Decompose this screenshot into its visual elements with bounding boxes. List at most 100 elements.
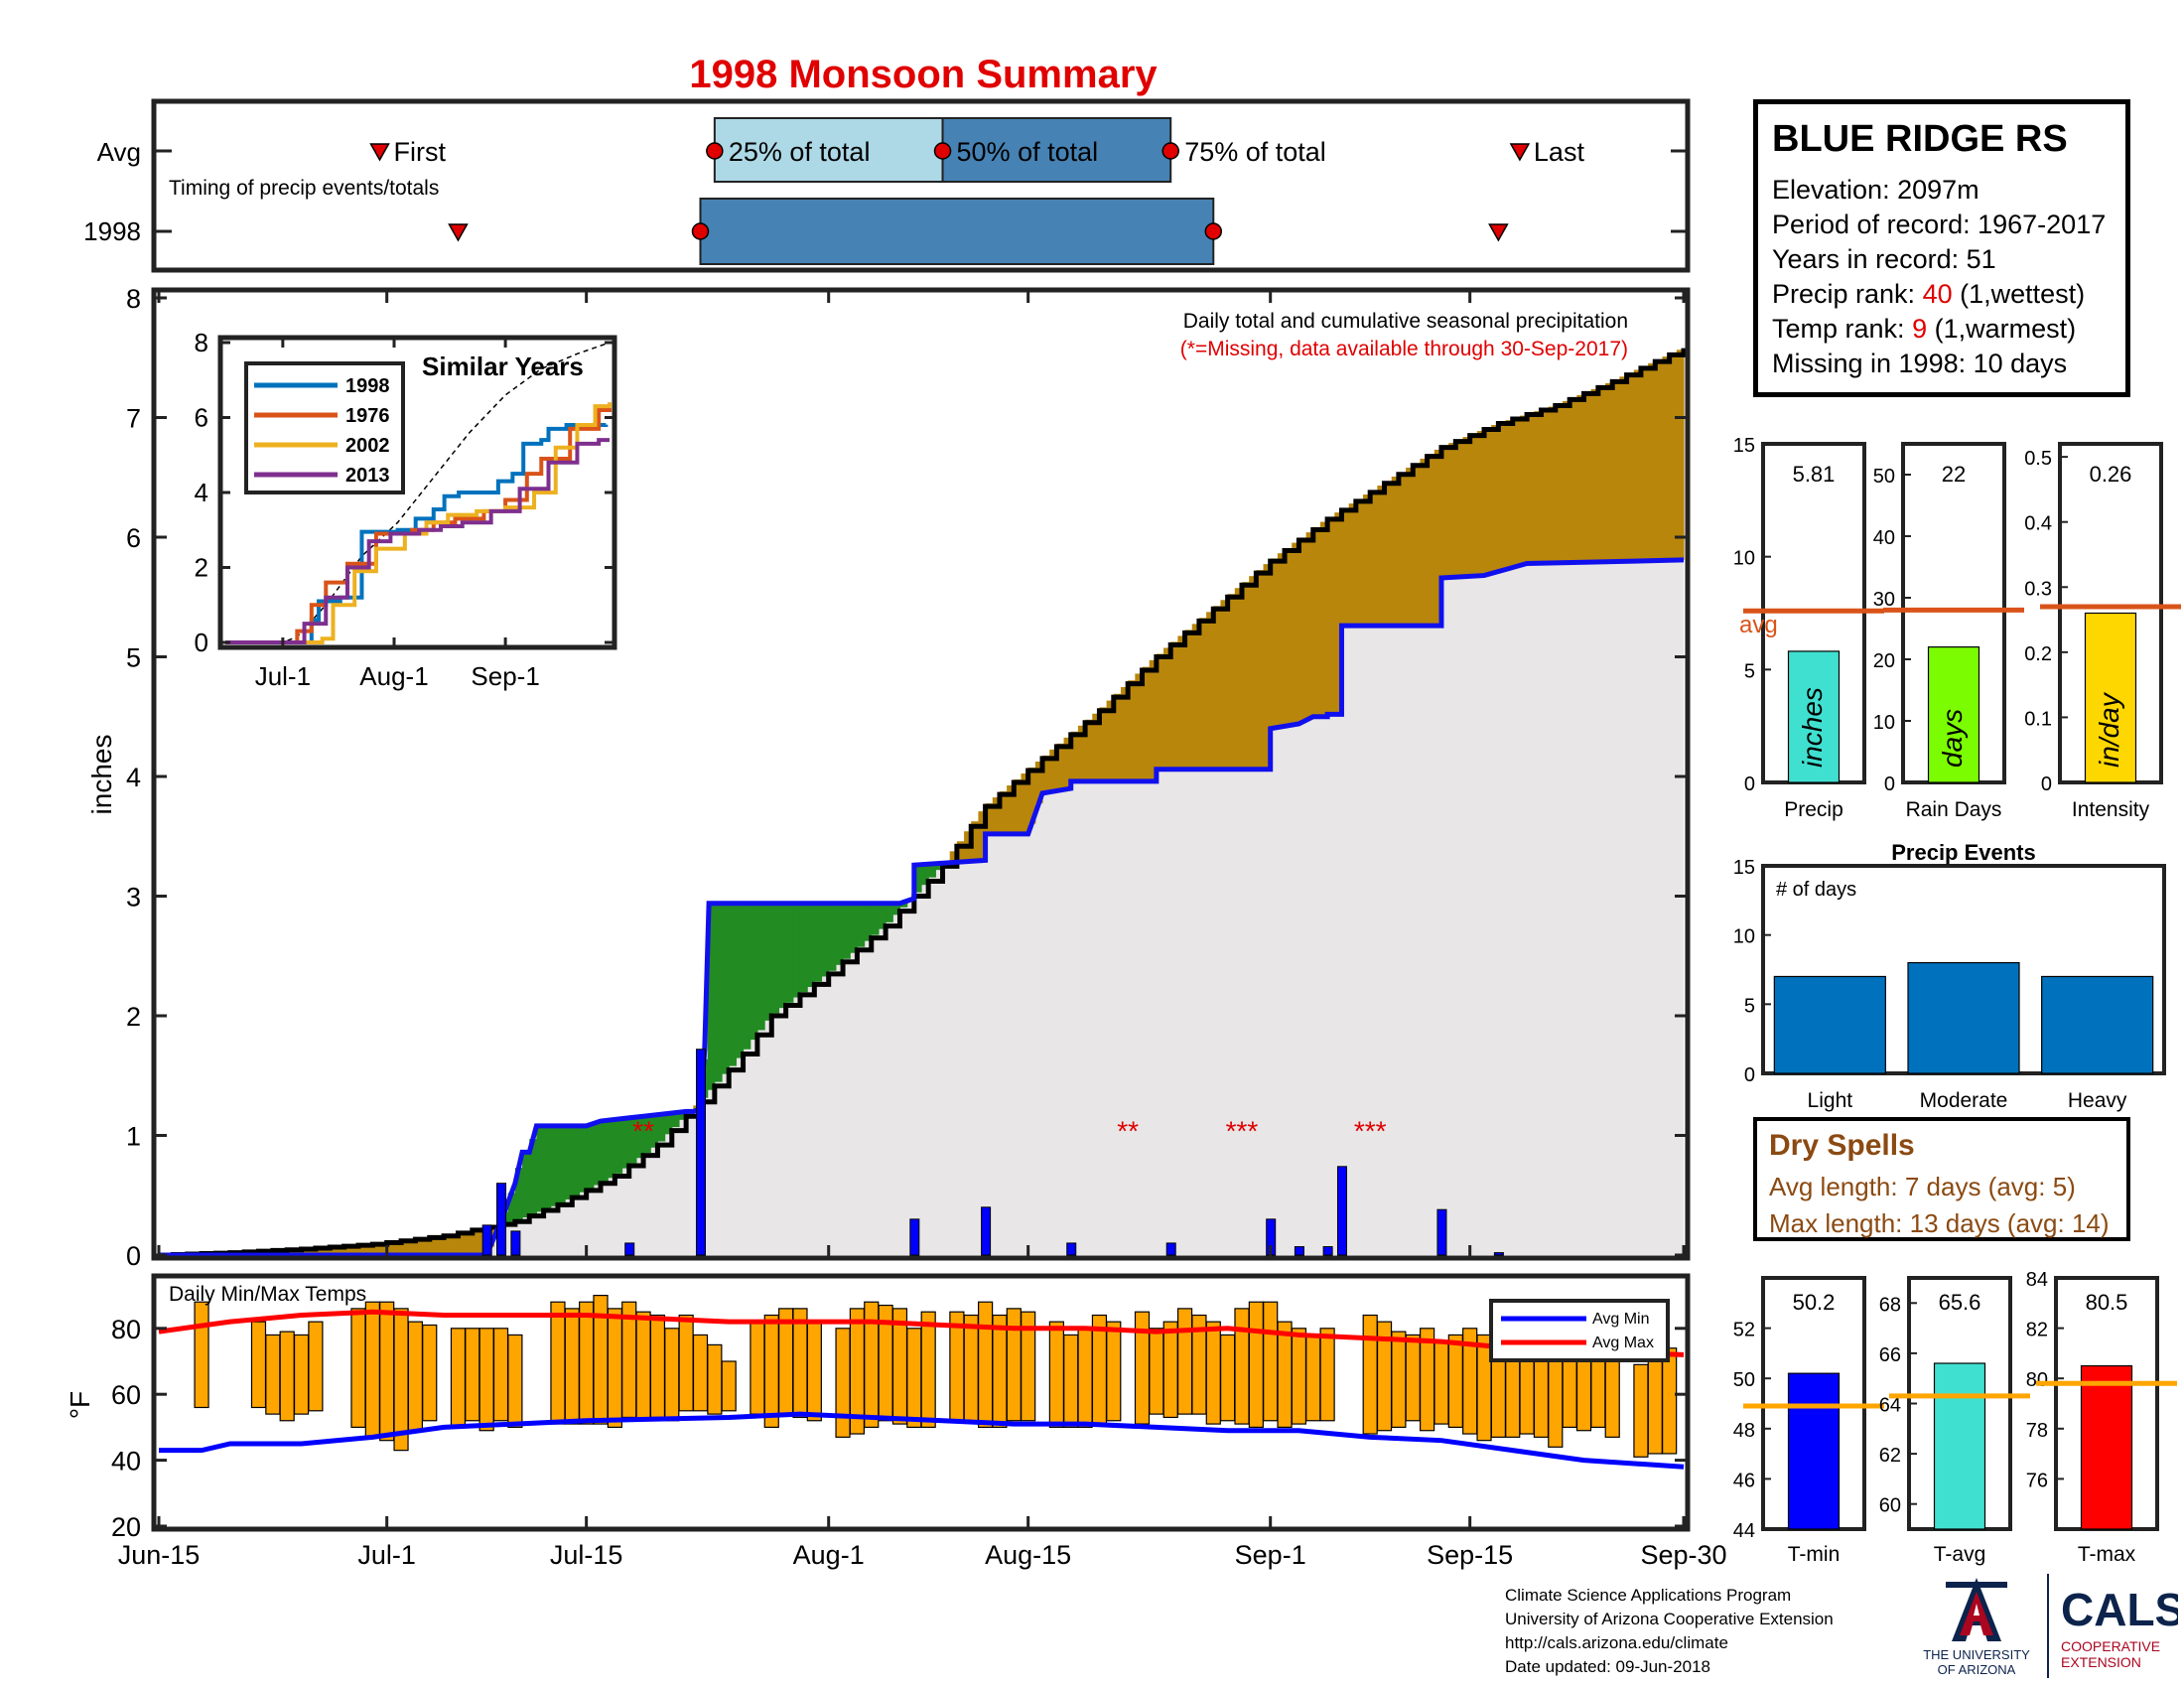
- deficit-slice: [337, 1246, 345, 1255]
- dry-spells-avg: Avg length: 7 days (avg: 5): [1769, 1172, 2076, 1201]
- daily-temp-bar: [1433, 1340, 1449, 1425]
- daily-temp-bar: [1662, 1347, 1678, 1455]
- tempbar-tick-label: 84: [2026, 1269, 2048, 1291]
- deficit-slice: [1527, 413, 1535, 564]
- surplus-slice: [601, 1120, 609, 1182]
- legend-label-1976: 1976: [345, 405, 390, 427]
- deficit-slice: [1612, 379, 1621, 562]
- temp-y-tick-label: 80: [111, 1315, 141, 1344]
- daily-temp-bar: [1106, 1321, 1122, 1422]
- area-1998: [159, 559, 1684, 1255]
- summary-tick-label: 40: [1873, 527, 1895, 549]
- daily-temp-bar: [250, 1321, 267, 1409]
- daily-precip-bar: [496, 1183, 507, 1256]
- deficit-slice: [444, 1234, 452, 1255]
- deficit-slice: [1420, 458, 1429, 627]
- summary-unit-Rain Days: days: [1937, 709, 1968, 768]
- daily-temp-bar: [664, 1328, 680, 1422]
- y-tick-label: 7: [126, 404, 141, 434]
- cals-wordmark-icon: CALS COOPERATIVE EXTENSION: [2061, 1584, 2184, 1670]
- deficit-slice: [458, 1232, 467, 1255]
- dry-spells-max: Max length: 13 days (avg: 14): [1769, 1208, 2110, 1238]
- deficit-slice: [1142, 666, 1151, 781]
- deficit-slice: [1198, 618, 1207, 770]
- summary-tick-label: 0: [1744, 774, 1755, 795]
- surplus-slice: [543, 1125, 552, 1209]
- inset-series-1998: [225, 423, 609, 644]
- deficit-slice: [1156, 653, 1164, 770]
- deficit-slice: [451, 1233, 460, 1255]
- deficit-slice: [415, 1238, 424, 1255]
- daily-precip-bar: [1493, 1252, 1504, 1256]
- surplus-slice: [828, 903, 837, 971]
- summary-tick-label: 50: [1873, 466, 1895, 488]
- deficit-slice: [1049, 749, 1057, 792]
- deficit-slice: [1234, 588, 1243, 770]
- cals-logo: CALS COOPERATIVE EXTENSION: [2047, 1574, 2184, 1678]
- summary-value-Precip: 5.81: [1793, 462, 1836, 487]
- deficit-slice: [1085, 719, 1093, 781]
- summary-tick-label: 0.3: [2024, 578, 2052, 600]
- deficit-slice: [1056, 743, 1065, 790]
- y-tick-label: 6: [126, 523, 141, 553]
- tempbar-value-T-avg: 65.6: [1939, 1290, 1981, 1315]
- surplus-slice: [821, 903, 830, 977]
- daily-temp-bar: [407, 1321, 423, 1432]
- daily-temp-bar: [550, 1301, 566, 1425]
- deficit-slice: [1021, 773, 1029, 834]
- daily-temp-bar: [1604, 1360, 1620, 1438]
- avg-50-marker: [933, 142, 952, 160]
- deficit-slice: [1406, 467, 1414, 627]
- deficit-slice: [1512, 417, 1521, 567]
- y-tick-label: 5: [126, 643, 141, 673]
- deficit-slice: [1548, 406, 1557, 563]
- surplus-slice: [572, 1125, 581, 1196]
- x-tick-label: Jun-15: [118, 1540, 201, 1570]
- deficit-slice: [1448, 443, 1456, 578]
- deficit-slice: [1541, 408, 1550, 564]
- credits-line-3: http://cals.arizona.edu/climate: [1505, 1633, 1728, 1652]
- deficit-slice: [1476, 431, 1485, 576]
- deficit-slice: [1427, 454, 1435, 627]
- deficit-slice: [1092, 713, 1101, 781]
- tempbar-bar-T-min: [1787, 1372, 1841, 1530]
- deficit-slice: [956, 841, 965, 863]
- daily-temp-bar: [635, 1311, 651, 1422]
- daily-temp-bar: [1319, 1328, 1335, 1422]
- similar-years-title: Similar Years: [422, 352, 584, 381]
- timing-caption: Timing of precip events/totals: [169, 177, 439, 200]
- inset-y-tick-label: 8: [195, 328, 208, 357]
- daily-temp-bar: [1305, 1334, 1321, 1422]
- summary-tick-label: 0: [2041, 774, 2052, 795]
- surplus-slice: [799, 903, 808, 993]
- daily-temp-bar: [1162, 1321, 1178, 1419]
- deficit-slice: [1263, 564, 1272, 770]
- station-precip-rank: Precip rank: 40 (1,wettest): [1772, 277, 2112, 312]
- timing-50-label: 50% of total: [957, 137, 1099, 167]
- surplus-slice: [550, 1125, 559, 1206]
- deficit-slice: [971, 821, 980, 862]
- surplus-slice: [743, 903, 751, 1050]
- daily-temp-bar: [1391, 1331, 1407, 1428]
- deficit-slice: [350, 1245, 359, 1255]
- tempbar-label-T-avg: T-avg: [1934, 1543, 1986, 1566]
- deficit-slice: [343, 1245, 352, 1255]
- avg-last-marker: [1509, 143, 1531, 162]
- logo-cals-line-1: COOPERATIVE: [2061, 1638, 2160, 1654]
- daily-temp-bar: [364, 1301, 380, 1438]
- tempbar-tick-label: 82: [2026, 1320, 2048, 1341]
- deficit-slice: [992, 797, 1001, 834]
- x-tick-label: Jul-1: [357, 1540, 416, 1570]
- legend-avg-min: Avg Min: [1592, 1311, 1650, 1328]
- events-label-Moderate: Moderate: [1920, 1089, 2008, 1112]
- surplus-slice: [756, 903, 765, 1031]
- daily-temp-bar: [692, 1334, 709, 1412]
- deficit-slice: [1305, 532, 1314, 719]
- surplus-slice: [671, 1112, 680, 1128]
- events-tick-label: 0: [1744, 1064, 1755, 1086]
- deficit-slice: [1213, 606, 1222, 770]
- surplus-slice: [722, 903, 730, 1074]
- daily-temp-bar: [1048, 1321, 1064, 1429]
- daily-temp-bar: [1149, 1328, 1164, 1415]
- deficit-slice: [472, 1229, 480, 1255]
